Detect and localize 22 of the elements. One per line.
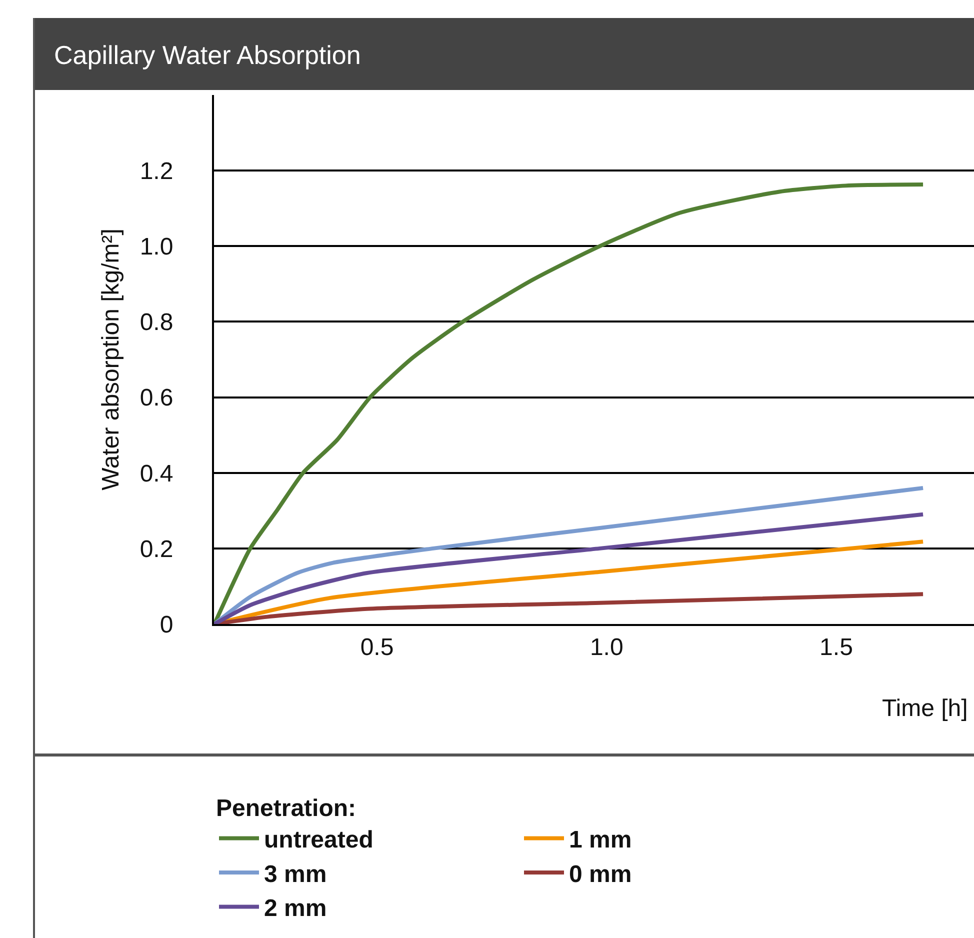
y-tick-label: 0.8 <box>140 309 174 336</box>
line-series <box>214 182 926 624</box>
x-tick-label: 1.0 <box>590 634 624 661</box>
legend-title: Penetration: <box>216 795 356 822</box>
x-tick-label: 1.5 <box>820 634 853 661</box>
y-tick-label: 0.6 <box>140 384 174 412</box>
legend-label: untreated <box>264 826 374 854</box>
y-tick-label: 0.4 <box>140 460 174 488</box>
chart-title: Capillary Water Absorption <box>54 40 361 70</box>
legend-label: 0 mm <box>569 860 632 888</box>
legend-label: 2 mm <box>264 895 327 922</box>
y-tick-label: 0 <box>160 611 174 638</box>
y-tick-label: 1.2 <box>140 158 174 185</box>
y-tick-label: 0.2 <box>140 536 174 563</box>
legend-label: 1 mm <box>569 826 632 854</box>
line-series <box>214 486 926 624</box>
legend-label: 3 mm <box>264 860 327 888</box>
line-series <box>214 512 926 624</box>
y-tick-label: 1.0 <box>140 234 174 261</box>
x-axis-title: Time [h] <box>882 695 968 722</box>
x-tick-label: 0.5 <box>360 634 394 661</box>
y-axis-title: Water absorption [kg/m²] <box>97 228 124 490</box>
